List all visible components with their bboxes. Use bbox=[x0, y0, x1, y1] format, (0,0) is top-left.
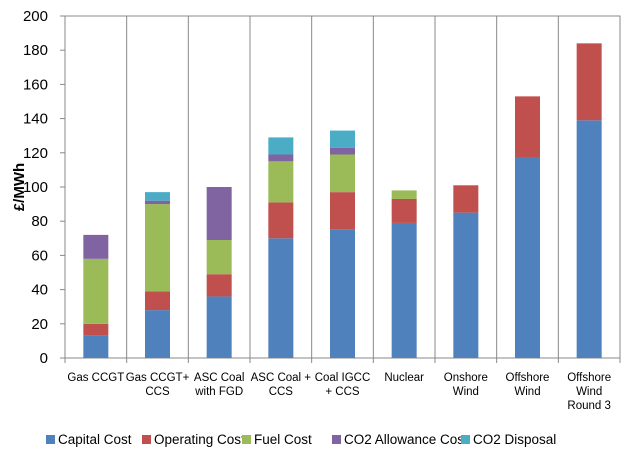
bar-segment-co2-allowance-cost bbox=[83, 234, 109, 259]
bar-segment-capital-cost bbox=[268, 238, 294, 358]
y-tick-label: 60 bbox=[31, 247, 48, 264]
x-tick-label: Onshore Wind bbox=[444, 372, 488, 398]
legend-swatch bbox=[332, 435, 341, 444]
bar-segment-operating-cost bbox=[576, 43, 602, 121]
bar-segment-fuel-cost bbox=[206, 240, 232, 275]
x-tick-label: Nuclear bbox=[384, 372, 424, 384]
legend-label: Capital Cost bbox=[58, 432, 132, 447]
y-tick-label: 120 bbox=[23, 145, 48, 162]
y-tick-label: 180 bbox=[23, 42, 48, 59]
bar-segment-capital-cost bbox=[515, 157, 540, 358]
y-tick-label: 40 bbox=[31, 282, 48, 299]
bar-segment-co2-disposal bbox=[145, 192, 170, 201]
bar-segment-capital-cost bbox=[145, 310, 170, 358]
bar-segment-operating-cost bbox=[206, 274, 232, 297]
bar-segment-capital-cost bbox=[391, 222, 417, 358]
bar-segment-capital-cost bbox=[330, 229, 355, 358]
bar-segment-fuel-cost bbox=[83, 258, 109, 324]
y-tick-label: 200 bbox=[23, 8, 48, 25]
x-tick-label: Offshore Wind bbox=[506, 372, 550, 398]
legend-entry: Fuel Cost bbox=[242, 432, 312, 447]
bar-segment-co2-disposal bbox=[268, 137, 294, 155]
y-tick-label: 100 bbox=[23, 179, 48, 196]
legend-entry: Operating Cost bbox=[142, 432, 245, 447]
legend-label: CO2 Disposal bbox=[473, 432, 556, 447]
x-tick-label: ASC Coal + CCS bbox=[251, 372, 312, 398]
legend-entry: Capital Cost bbox=[46, 432, 132, 447]
y-tick-label: 0 bbox=[40, 350, 48, 367]
y-tick-label: 140 bbox=[23, 111, 48, 128]
bar-segment-operating-cost bbox=[453, 185, 479, 213]
bar-segment-fuel-cost bbox=[330, 154, 355, 193]
legend-swatch bbox=[242, 435, 251, 444]
bar-segment-co2-allowance-cost bbox=[268, 154, 294, 162]
bar-segment-capital-cost bbox=[453, 212, 479, 358]
bar-segment-co2-allowance-cost bbox=[206, 187, 232, 241]
bar-segment-capital-cost bbox=[576, 120, 602, 358]
bar-segment-operating-cost bbox=[391, 198, 417, 223]
y-axis-label: £/MWh bbox=[11, 163, 28, 211]
bar-segment-fuel-cost bbox=[391, 190, 417, 199]
bar-segment-capital-cost bbox=[206, 296, 232, 358]
y-tick-label: 20 bbox=[31, 316, 48, 333]
bar-segment-co2-disposal bbox=[330, 130, 355, 148]
bar-segment-operating-cost bbox=[515, 96, 540, 158]
y-tick-label: 160 bbox=[23, 76, 48, 93]
legend-label: CO2 Allowance Cost bbox=[344, 432, 468, 447]
bar-segment-fuel-cost bbox=[268, 161, 294, 203]
legend-entry: CO2 Allowance Cost bbox=[332, 432, 468, 447]
bar-segment-operating-cost bbox=[83, 323, 109, 336]
bar-segment-co2-allowance-cost bbox=[330, 147, 355, 155]
x-tick-label: Gas CCGT bbox=[67, 372, 124, 384]
legend-swatch bbox=[461, 435, 470, 444]
legend-swatch bbox=[142, 435, 151, 444]
legend-label: Operating Cost bbox=[154, 432, 245, 447]
x-tick-label: Coal IGCC + CCS bbox=[315, 372, 371, 398]
legend-swatch bbox=[46, 435, 55, 444]
y-tick-label: 80 bbox=[31, 213, 48, 230]
bar-segment-fuel-cost bbox=[145, 204, 170, 292]
x-tick-label: Gas CCGT+ CCS bbox=[126, 372, 190, 398]
bar-segment-capital-cost bbox=[83, 335, 109, 358]
x-tick-label: ASC Coal with FGD bbox=[194, 372, 245, 398]
bar-segment-co2-allowance-cost bbox=[145, 200, 170, 205]
bar-segment-operating-cost bbox=[330, 192, 355, 230]
legend-entry: CO2 Disposal bbox=[461, 432, 556, 447]
bar-segment-operating-cost bbox=[145, 291, 170, 311]
legend-label: Fuel Cost bbox=[254, 432, 312, 447]
bar-segment-operating-cost bbox=[268, 202, 294, 239]
x-tick-label: Offshore Wind Round 3 bbox=[567, 372, 611, 412]
